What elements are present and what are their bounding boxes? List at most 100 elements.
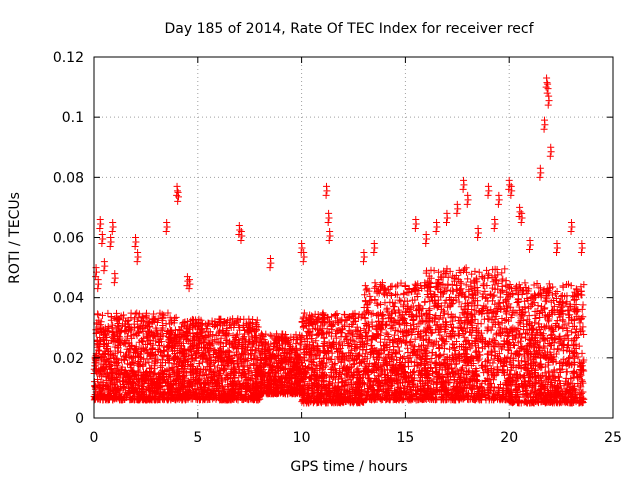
data-point-marker — [94, 367, 102, 375]
data-point-marker — [120, 395, 128, 403]
data-point-marker — [227, 358, 235, 366]
data-point-marker — [477, 320, 485, 328]
data-point-marker — [188, 343, 196, 351]
data-point-marker — [131, 345, 139, 353]
data-point-marker — [215, 315, 223, 323]
data-point-marker — [223, 373, 231, 381]
data-point-marker — [115, 369, 123, 377]
data-point-marker — [151, 331, 159, 339]
data-point-marker — [185, 325, 193, 333]
data-point-marker — [207, 389, 215, 397]
data-point-marker — [212, 390, 220, 398]
data-point-marker — [138, 317, 146, 325]
data-point-marker — [107, 378, 115, 386]
data-point-marker — [110, 386, 118, 394]
data-point-marker — [104, 386, 112, 394]
data-point-marker — [204, 328, 212, 336]
data-point-marker — [196, 383, 204, 391]
data-point-marker — [371, 279, 379, 287]
data-point-marker — [232, 368, 240, 376]
data-point-marker — [107, 350, 115, 358]
data-point-marker — [180, 345, 188, 353]
chart-title: Day 185 of 2014, Rate Of TEC Index for r… — [164, 21, 534, 37]
data-point-marker — [175, 372, 183, 380]
data-point-marker — [195, 371, 203, 379]
data-point-marker — [224, 316, 232, 324]
data-point-marker — [112, 325, 120, 333]
data-point-marker — [210, 372, 218, 380]
data-point-marker — [179, 388, 187, 396]
data-point-marker — [112, 394, 120, 402]
data-point-marker — [104, 357, 112, 365]
data-points — [90, 74, 588, 407]
data-point-marker — [228, 386, 236, 394]
data-point-marker — [244, 327, 252, 335]
data-point-marker — [238, 351, 246, 359]
data-point-marker — [96, 371, 104, 379]
data-point-marker — [106, 363, 114, 371]
data-point-marker — [243, 376, 251, 384]
data-point-marker — [236, 390, 244, 398]
data-point-marker — [199, 344, 207, 352]
data-point-marker — [158, 310, 166, 318]
data-point-marker — [192, 316, 200, 324]
data-point-marker — [449, 287, 457, 295]
data-point-marker — [144, 371, 152, 379]
data-point-marker — [231, 340, 239, 348]
data-point-marker — [280, 365, 288, 373]
data-point-marker — [479, 282, 487, 290]
data-point-marker — [143, 346, 151, 354]
data-point-marker — [109, 333, 117, 341]
data-point-marker — [180, 357, 188, 365]
data-point-marker — [130, 331, 138, 339]
data-point-marker — [333, 310, 341, 318]
data-point-marker — [100, 389, 108, 397]
data-point-marker — [227, 396, 235, 404]
data-point-marker — [236, 355, 244, 363]
data-point-marker — [141, 396, 149, 404]
data-point-marker — [223, 324, 231, 332]
data-point-marker — [164, 328, 172, 336]
data-point-marker — [183, 393, 191, 401]
data-point-marker — [190, 319, 198, 327]
data-point-marker — [395, 306, 403, 314]
data-point-marker — [116, 390, 124, 398]
data-point-marker — [218, 349, 226, 357]
data-point-marker — [208, 317, 216, 325]
data-point-marker — [208, 393, 216, 401]
data-point-marker — [484, 315, 492, 323]
data-point-marker — [388, 282, 396, 290]
data-point-marker — [107, 316, 115, 324]
data-point-marker — [108, 324, 116, 332]
data-point-marker — [104, 309, 112, 317]
data-point-marker — [191, 375, 199, 383]
data-point-marker — [156, 342, 164, 350]
data-point-marker — [250, 355, 258, 363]
data-point-marker — [193, 365, 201, 373]
data-point-marker — [151, 360, 159, 368]
data-point-marker — [164, 309, 172, 317]
data-point-marker — [110, 332, 118, 340]
data-point-marker — [366, 292, 374, 300]
data-point-marker — [194, 396, 202, 404]
data-point-marker — [240, 365, 248, 373]
data-point-marker — [361, 282, 369, 290]
data-point-marker — [154, 375, 162, 383]
data-point-marker — [134, 361, 142, 369]
data-point-marker — [210, 351, 218, 359]
data-point-marker — [159, 314, 167, 322]
data-point-marker — [123, 370, 131, 378]
data-point-marker — [159, 388, 167, 396]
data-point-marker — [135, 368, 143, 376]
data-point-marker — [184, 331, 192, 339]
data-point-marker — [252, 394, 260, 402]
data-point-marker — [211, 362, 219, 370]
data-point-marker — [132, 343, 140, 351]
data-point-marker — [132, 346, 140, 354]
data-point-marker — [150, 333, 158, 341]
data-point-marker — [226, 389, 234, 397]
data-point-marker — [118, 326, 126, 334]
data-point-marker — [216, 326, 224, 334]
data-point-marker — [142, 386, 150, 394]
data-point-marker — [182, 369, 190, 377]
